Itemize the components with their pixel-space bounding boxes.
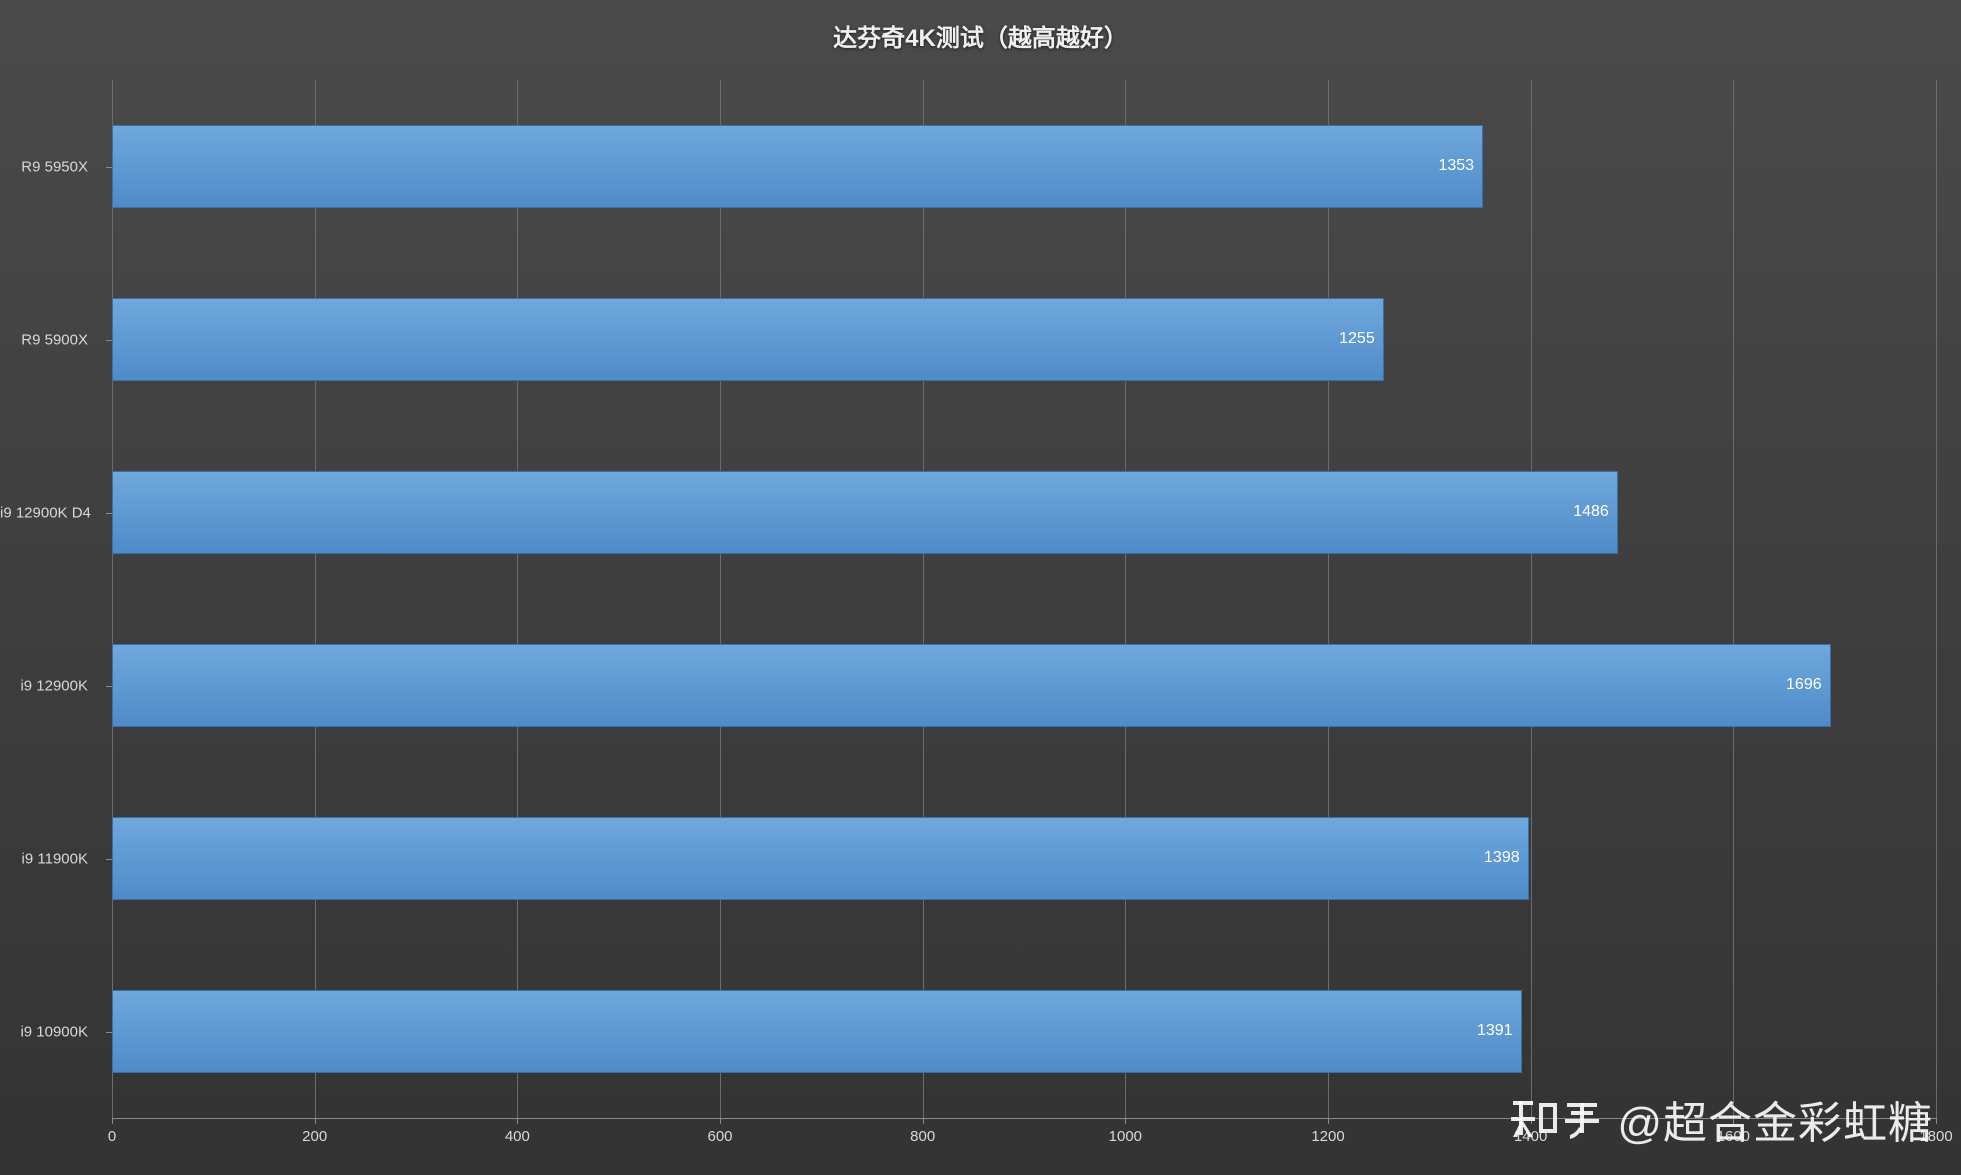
bar: 1353	[112, 125, 1483, 208]
bar-value-label: 1398	[1484, 849, 1520, 867]
x-tick-mark	[1936, 1118, 1937, 1124]
bar: 1255	[112, 298, 1384, 381]
x-gridline	[1125, 80, 1126, 1118]
x-gridline	[1936, 80, 1937, 1118]
y-category-label: R9 5950X	[0, 158, 100, 175]
bar: 1391	[112, 990, 1522, 1073]
y-category-label: R9 5900X	[0, 331, 100, 348]
bar-value-label: 1255	[1339, 330, 1375, 348]
x-tick-label: 400	[505, 1128, 530, 1145]
x-gridline	[1531, 80, 1532, 1118]
y-category-label: i9 12900K	[0, 677, 100, 694]
y-category-label: i9 12900K D4	[0, 504, 100, 521]
y-tick-mark	[106, 513, 112, 514]
x-gridline	[1328, 80, 1329, 1118]
x-tick-label: 0	[108, 1128, 116, 1145]
y-tick-mark	[106, 1032, 112, 1033]
x-tick-label: 600	[707, 1128, 732, 1145]
plot-area: 0200400600800100012001400160018001353R9 …	[112, 80, 1936, 1118]
x-tick-label: 1000	[1109, 1128, 1142, 1145]
x-tick-label: 200	[302, 1128, 327, 1145]
y-tick-mark	[106, 167, 112, 168]
bar-value-label: 1486	[1573, 503, 1609, 521]
chart-container: 达芬奇4K测试（越高越好） 02004006008001000120014001…	[0, 0, 1961, 1175]
x-tick-label: 1800	[1919, 1128, 1952, 1145]
bar: 1398	[112, 817, 1529, 900]
bar-value-label: 1696	[1786, 676, 1822, 694]
x-axis-line	[112, 1118, 1936, 1119]
y-category-label: i9 10900K	[0, 1023, 100, 1040]
x-gridline	[315, 80, 316, 1118]
chart-title: 达芬奇4K测试（越高越好）	[0, 18, 1961, 53]
bar-value-label: 1353	[1438, 157, 1474, 175]
x-gridline	[720, 80, 721, 1118]
x-tick-label: 800	[910, 1128, 935, 1145]
x-gridline	[112, 80, 113, 1118]
bar-value-label: 1391	[1477, 1022, 1513, 1040]
x-tick-label: 1600	[1717, 1128, 1750, 1145]
bar: 1486	[112, 471, 1618, 554]
y-tick-mark	[106, 340, 112, 341]
y-category-label: i9 11900K	[0, 850, 100, 867]
x-gridline	[517, 80, 518, 1118]
bar: 1696	[112, 644, 1831, 727]
y-tick-mark	[106, 859, 112, 860]
x-tick-label: 1200	[1311, 1128, 1344, 1145]
x-gridline	[1733, 80, 1734, 1118]
x-gridline	[923, 80, 924, 1118]
x-tick-label: 1400	[1514, 1128, 1547, 1145]
y-tick-mark	[106, 686, 112, 687]
